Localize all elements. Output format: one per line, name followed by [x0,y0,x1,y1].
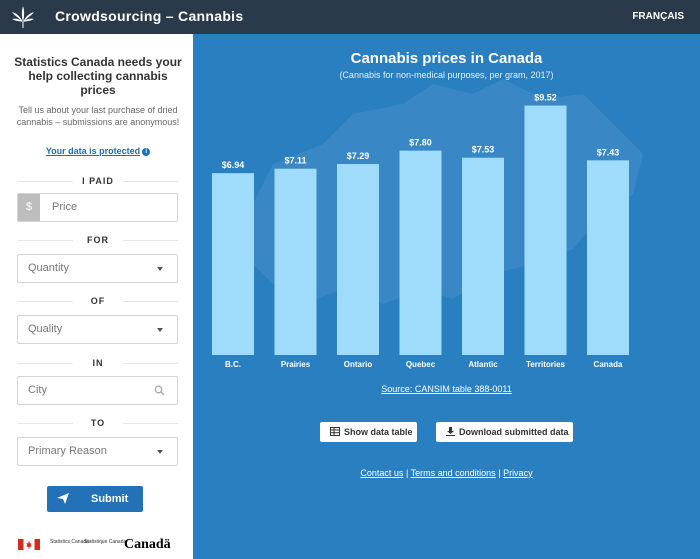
bar-bc[interactable] [212,173,254,355]
category-label: Prairies [281,360,311,369]
form-description: Tell us about your last purchase of drie… [16,105,180,127]
link-separator: | [405,468,409,478]
terms-link[interactable]: Terms and conditions [410,468,496,478]
privacy-footer-link[interactable]: Privacy [503,468,533,478]
chart-panel: Cannabis prices in Canada (Cannabis for … [193,34,700,559]
currency-addon: $ [18,194,40,221]
top-bar: Crowdsourcing – Cannabis FRANÇAIS [0,0,700,34]
send-icon [57,493,69,504]
sidebar-form: Statistics Canada needs your help collec… [0,34,193,559]
city-placeholder: City [28,384,47,396]
bar-ontario[interactable] [337,164,379,355]
link-separator: | [498,468,501,478]
show-data-table-button[interactable]: Show data table [320,422,417,442]
submit-button[interactable]: Submit [47,486,143,512]
language-toggle[interactable]: FRANÇAIS [632,11,684,22]
category-label: Canada [594,360,623,369]
label-of: OF [18,296,178,306]
bar-value-label: $7.29 [347,151,370,161]
table-icon [330,427,340,436]
price-input[interactable]: $ Price [17,193,178,222]
show-data-table-label: Show data table [344,427,413,437]
city-input[interactable]: City [17,376,178,405]
reason-value: Primary Reason [28,445,107,457]
chart-title: Cannabis prices in Canada [350,50,543,67]
form-heading: Statistics Canada needs your help collec… [14,55,182,97]
reason-select[interactable]: Primary Reason [17,437,178,466]
category-label: Atlantic [468,360,498,369]
price-placeholder: Price [52,201,78,213]
category-label: Territories [526,360,566,369]
canada-wordmark: Canadä [124,537,171,552]
bar-canada[interactable] [587,160,629,355]
footer-links: Contact us | Terms and conditions | Priv… [193,468,700,478]
bar-value-label: $6.94 [222,160,245,170]
cannabis-leaf-icon [12,6,34,28]
app-title: Crowdsourcing – Cannabis [55,8,244,24]
government-signature: Statistics Canada Statistique Canada Can… [18,537,178,553]
download-data-label: Download submitted data [459,427,569,437]
quality-select[interactable]: Quality [17,315,178,344]
label-i-paid: I PAID [18,176,178,186]
chart-subtitle: (Cannabis for non-medical purposes, per … [339,70,554,80]
label-for: FOR [18,235,178,245]
bar-value-label: $7.11 [284,156,306,166]
bar-value-label: $7.53 [472,145,495,155]
search-icon [154,385,165,396]
category-label: B.C. [225,360,241,369]
category-label: Quebec [406,360,436,369]
download-icon [446,427,455,436]
info-icon: i [142,148,151,156]
label-to: TO [18,418,178,428]
chevron-down-icon [157,267,163,271]
bar-prairies[interactable] [274,168,317,355]
privacy-link-label[interactable]: Your data is protected [45,146,141,156]
chevron-down-icon [157,328,163,332]
label-in: IN [18,358,178,368]
statcan-name-fr: Statistique Canada [84,539,127,545]
quality-value: Quality [28,323,63,335]
bar-value-label: $7.80 [409,138,432,148]
contact-link[interactable]: Contact us [360,468,404,478]
chevron-down-icon [157,450,163,454]
privacy-link[interactable]: Your data is protected i [14,146,182,156]
bar-territories[interactable] [524,105,567,356]
canada-flag-icon [18,539,40,550]
bar-atlantic[interactable] [462,157,504,355]
quantity-value: Quantity [28,262,69,274]
category-label: Ontario [344,360,373,369]
bar-value-label: $9.52 [534,93,557,103]
statcan-name-en: Statistics Canada [50,539,89,545]
download-data-button[interactable]: Download submitted data [436,422,573,442]
bar-chart: $6.94 B.C. $7.11 Prairies $7.29 Ontario $7.80 Q… [212,93,629,369]
bar-quebec[interactable] [399,150,442,355]
bar-value-label: $7.43 [597,147,620,157]
quantity-select[interactable]: Quantity [17,254,178,283]
source-link[interactable]: Source: CANSIM table 388-0011 [381,384,512,394]
submit-label: Submit [91,493,129,505]
